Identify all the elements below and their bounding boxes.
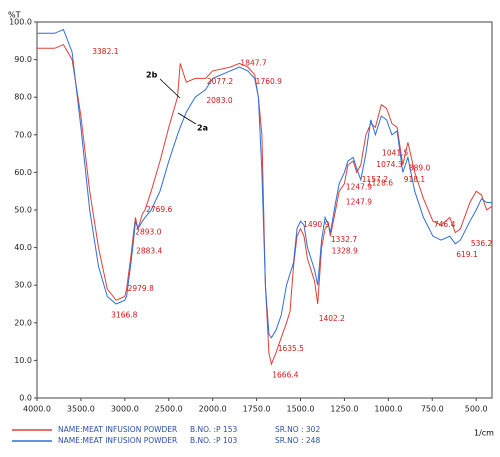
- y-tick-label: 0.0: [19, 394, 32, 403]
- peak-label: 1635.5: [278, 344, 304, 353]
- peak-label: 1402.2: [319, 314, 345, 323]
- y-tick-label: 90.0: [14, 55, 32, 64]
- peak-label: 1332.7: [331, 235, 357, 244]
- legend-batch: B.NO. :P 153: [190, 425, 237, 434]
- x-tick-label: 500.0: [465, 405, 488, 414]
- x-tick-label: 3000.0: [111, 405, 139, 414]
- peak-label: 1328.9: [332, 246, 358, 255]
- peak-label: 1247.9: [346, 197, 372, 206]
- peak-label: 1128.6: [367, 179, 393, 188]
- peak-label: 1074.3: [376, 160, 402, 169]
- y-axis-label: %T: [8, 11, 21, 20]
- peak-label: 1666.4: [272, 370, 298, 379]
- x-tick-label: 4000.0: [23, 405, 51, 414]
- y-tick-label: 70.0: [14, 130, 32, 139]
- legend-name: NAME:MEAT INFUSION POWDER: [58, 436, 177, 445]
- legend-serial: SR.NO : 302: [275, 425, 320, 434]
- series-label-pointer: [159, 78, 181, 99]
- x-axis-label: 1/cm: [474, 429, 494, 438]
- spectrum-line: [37, 28, 492, 339]
- y-tick-label: 30.0: [14, 281, 32, 290]
- peak-label: 1847.7: [240, 58, 266, 67]
- peak-label: 2893.0: [135, 228, 161, 237]
- peak-label: 2979.8: [128, 284, 154, 293]
- x-tick-label: 1500.0: [287, 405, 315, 414]
- x-tick-label: 2500.0: [155, 405, 183, 414]
- peak-label: 2883.4: [136, 246, 162, 255]
- x-tick-label: 750.0: [421, 405, 444, 414]
- peak-label: 889.0: [409, 164, 431, 173]
- x-tick-label: 2000.0: [199, 405, 227, 414]
- spectrum-line: [37, 43, 493, 366]
- y-tick-label: 20.0: [14, 318, 32, 327]
- series-label: 2a: [197, 124, 208, 133]
- peak-label: 1041.5: [382, 149, 408, 158]
- peak-label: 3382.1: [92, 47, 118, 56]
- y-tick-label: 40.0: [14, 243, 32, 252]
- peak-label: 619.1: [456, 250, 478, 259]
- legend-name: NAME:MEAT INFUSION POWDER: [58, 425, 177, 434]
- peak-label: 3166.8: [111, 310, 137, 319]
- y-tick-label: 100.0: [9, 18, 32, 27]
- series-label: 2b: [146, 71, 158, 80]
- peak-label: 2083.0: [206, 96, 232, 105]
- peak-label: 2077.2: [207, 77, 233, 86]
- y-tick-label: 50.0: [14, 206, 32, 215]
- x-tick-label: 1250.0: [330, 405, 358, 414]
- x-tick-label: 1000.0: [374, 405, 402, 414]
- peak-label: 1157.2: [362, 175, 388, 184]
- y-tick-label: 60.0: [14, 168, 32, 177]
- peak-label: 746.4: [434, 220, 456, 229]
- legend-serial: SR.NO : 248: [275, 436, 320, 445]
- y-tick-label: 10.0: [14, 356, 32, 365]
- x-tick-label: 3500.0: [67, 405, 95, 414]
- series-label-pointer: [177, 112, 197, 125]
- peak-label: 918.1: [404, 175, 426, 184]
- x-tick-label: 1750.0: [243, 405, 271, 414]
- y-tick-label: 80.0: [14, 93, 32, 102]
- peak-label: 2769.6: [146, 205, 172, 214]
- peak-label: 1247.9: [346, 182, 372, 191]
- peak-label: 1490.9: [303, 220, 329, 229]
- legend-batch: B.NO. :P 103: [190, 436, 237, 445]
- peak-label: 536.2: [471, 239, 493, 248]
- peak-label: 1760.9: [256, 77, 282, 86]
